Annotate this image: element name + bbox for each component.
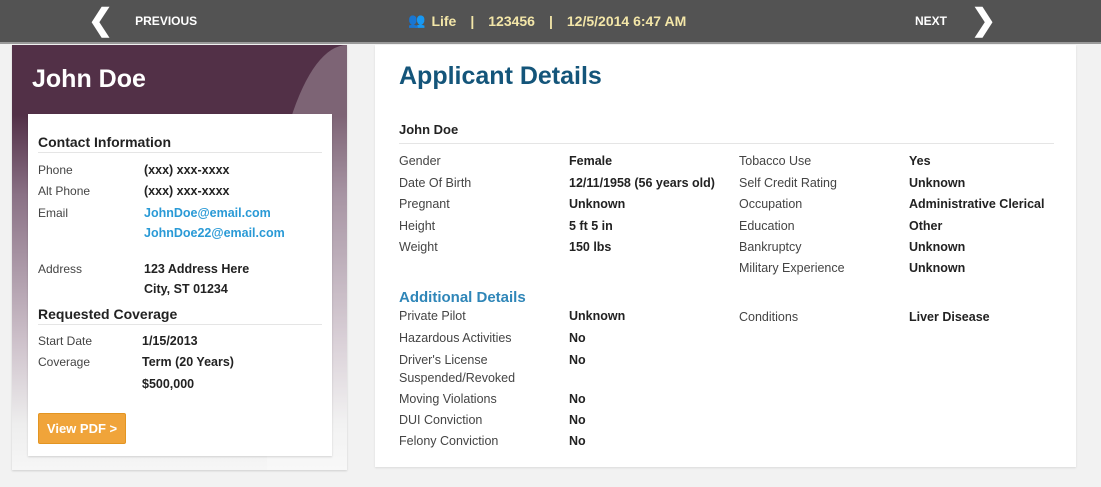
detail-label: Felony Conviction — [399, 434, 499, 448]
applicant-details-panel: Applicant Details John Doe Additional De… — [375, 45, 1076, 467]
address-line: City, ST 01234 — [144, 282, 228, 296]
detail-value: No — [569, 413, 586, 427]
detail-label: Education — [739, 219, 795, 233]
detail-value: No — [569, 434, 586, 448]
detail-label: DUI Conviction — [399, 413, 483, 427]
detail-value: Unknown — [909, 261, 966, 275]
detail-value: Unknown — [569, 309, 626, 323]
chevron-right-icon: ❯ — [971, 4, 997, 37]
detail-label: Moving Violations — [399, 392, 497, 406]
detail-label: Military Experience — [739, 261, 845, 275]
contact-title: Contact Information — [38, 134, 322, 153]
record-id: 123456 — [488, 12, 535, 29]
detail-label: Height — [399, 219, 436, 233]
chevron-left-icon: ❮ — [88, 4, 114, 37]
detail-value: Yes — [909, 154, 931, 168]
conditions-value: Liver Disease — [909, 310, 990, 324]
detail-label: Weight — [399, 240, 438, 254]
detail-label: Occupation — [739, 197, 803, 211]
contact-card: Contact Information Phone (xxx) xxx-xxxx … — [28, 114, 332, 456]
detail-value: No — [569, 392, 586, 406]
next-button[interactable]: NEXT ❯ — [915, 0, 996, 42]
top-bar: ❮ PREVIOUS 👥 Life | 123456 | 12/5/2014 6… — [0, 0, 1101, 44]
product-type: Life — [431, 12, 457, 29]
email-label: Email — [38, 206, 69, 220]
phone-value: (xxx) xxx-xxxx — [144, 163, 230, 177]
phone-label: Phone — [38, 163, 73, 177]
applicant-name: John Doe — [32, 65, 146, 93]
address-line: 123 Address Here — [144, 262, 250, 276]
start-date-label: Start Date — [38, 334, 93, 348]
detail-label: Driver's License Suspended/Revoked — [399, 353, 516, 385]
view-pdf-button[interactable]: View PDF > — [38, 413, 126, 444]
page-title: Applicant Details — [399, 62, 602, 90]
detail-value: No — [569, 353, 586, 367]
detail-value: Unknown — [909, 176, 966, 190]
next-label: NEXT — [915, 14, 948, 28]
coverage-label: Coverage — [38, 355, 91, 369]
start-date-value: 1/15/2013 — [142, 334, 198, 348]
separator: | — [548, 12, 553, 29]
coverage-title: Requested Coverage — [38, 306, 322, 325]
detail-value: Unknown — [569, 197, 626, 211]
detail-label: Self Credit Rating — [739, 176, 837, 190]
detail-value: 12/11/1958 (56 years old) — [569, 176, 715, 190]
separator: | — [470, 12, 475, 29]
conditions-label: Conditions — [739, 310, 799, 324]
detail-label: Pregnant — [399, 197, 450, 211]
previous-button[interactable]: ❮ PREVIOUS — [88, 0, 197, 42]
applicant-name: John Doe — [399, 122, 459, 137]
record-info: 👥 Life | 123456 | 12/5/2014 6:47 AM — [408, 12, 686, 29]
address-label: Address — [38, 262, 83, 276]
detail-label: Bankruptcy — [739, 240, 802, 254]
coverage-amount: $500,000 — [142, 377, 195, 391]
detail-label: Gender — [399, 154, 441, 168]
email-link[interactable]: JohnDoe@email.com — [144, 206, 271, 220]
detail-value: Administrative Clerical — [909, 197, 1045, 211]
coverage-value: Term (20 Years) — [142, 355, 234, 369]
applicant-sidebar: John Doe Contact Information Phone (xxx) … — [12, 45, 347, 470]
divider — [399, 143, 1054, 144]
detail-label: Hazardous Activities — [399, 331, 512, 345]
detail-value: Female — [569, 154, 613, 168]
previous-label: PREVIOUS — [135, 14, 198, 28]
detail-value: Unknown — [909, 240, 966, 254]
detail-value: No — [569, 331, 586, 345]
detail-label: Tobacco Use — [739, 154, 812, 168]
detail-label: Private Pilot — [399, 309, 466, 323]
additional-details-title: Additional Details — [399, 289, 526, 306]
group-icon: 👥 — [408, 12, 426, 28]
alt-phone-label: Alt Phone — [38, 184, 91, 198]
record-datetime: 12/5/2014 6:47 AM — [566, 12, 687, 29]
alt-phone-value: (xxx) xxx-xxxx — [144, 184, 230, 198]
detail-value: 5 ft 5 in — [569, 219, 613, 233]
detail-value: Other — [909, 219, 943, 233]
detail-value: 150 lbs — [569, 240, 612, 254]
email-link[interactable]: JohnDoe22@email.com — [144, 226, 285, 240]
detail-label: Date Of Birth — [399, 176, 472, 190]
